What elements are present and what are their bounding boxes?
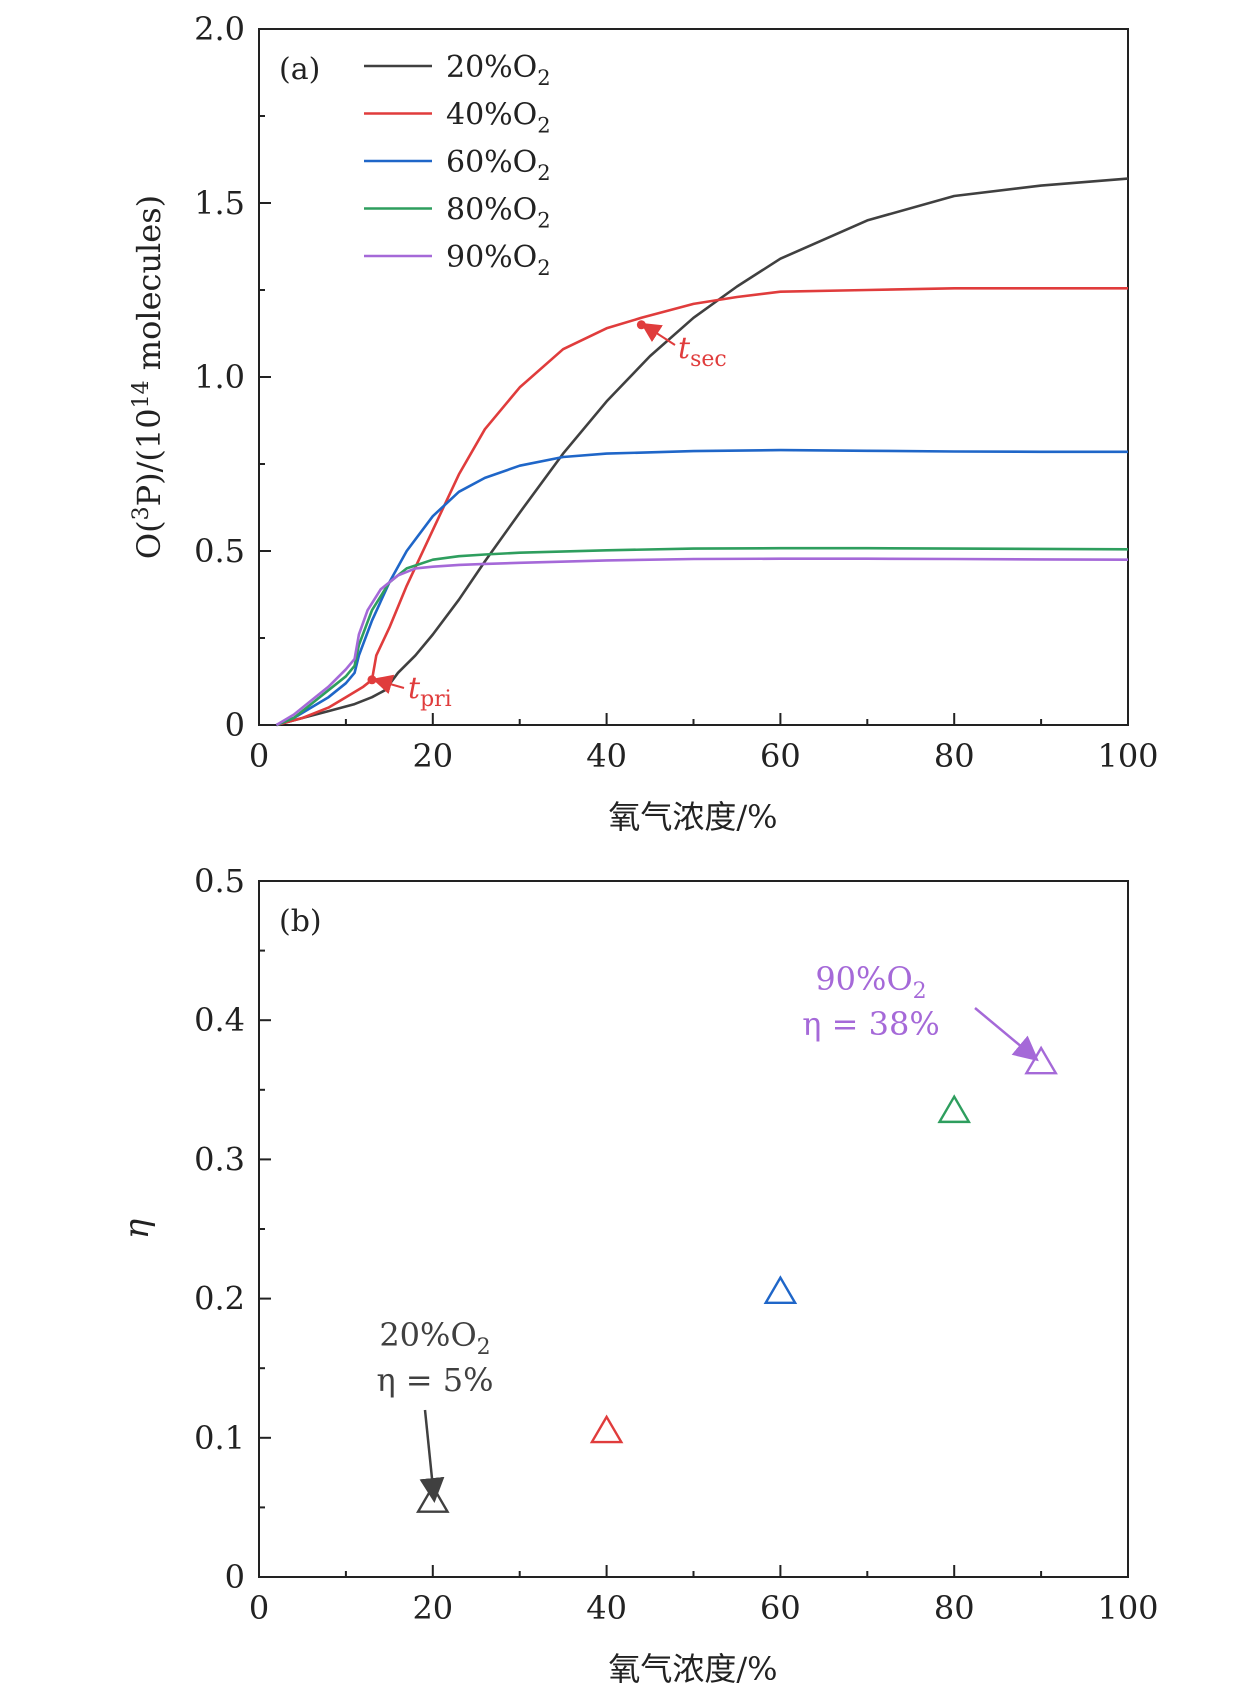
series-line-1 — [276, 177, 1129, 727]
panel-b-ytick-label: 0.3 — [194, 1140, 245, 1178]
panel-b-plot-frame — [258, 880, 1129, 1578]
panel-b-xtick-label: 60 — [760, 1589, 801, 1627]
tpri-label: tpri — [408, 671, 452, 712]
panel-a-annotations: tpri tsec — [372, 322, 727, 712]
scatter-point-3 — [763, 1275, 798, 1305]
ann90-arrow — [974, 1007, 1039, 1062]
panel-a-xtick-label: 40 — [586, 737, 627, 775]
legend-label-3: 60%O2 — [446, 145, 551, 185]
ann20-line2: η = 5% — [376, 1361, 493, 1399]
panel-a-ytick-label: 1.0 — [194, 358, 245, 396]
ann90-line1: 90%O2 — [815, 960, 926, 1004]
panel-b-xtick-label: 100 — [1097, 1589, 1158, 1627]
ann20-arrow — [419, 1409, 445, 1503]
legend-label-4: 80%O2 — [446, 193, 551, 233]
panel-a-xtick-label: 80 — [934, 737, 975, 775]
scatter-point-2 — [589, 1414, 624, 1444]
scatter-point-5 — [1024, 1045, 1058, 1075]
legend-label-1: 20%O2 — [446, 50, 551, 90]
series-line-4 — [275, 546, 1129, 727]
panel-a-ytick-label: 2.0 — [194, 10, 245, 48]
panel-a-ytick-label: 0.5 — [194, 532, 245, 570]
panel-b-ylabel: η — [117, 1218, 157, 1239]
panel-b-scatter-chart: 0 20 40 60 80 100 0 0.1 0.2 0.3 0.4 0.5 (b) 20%O2 η… — [117, 862, 1159, 1688]
panel-b-ytick-label: 0.4 — [194, 1001, 245, 1039]
panel-b-xtick-label: 20 — [412, 1589, 453, 1627]
panel-b-xtick-label: 80 — [934, 1589, 975, 1627]
ann20-line1: 20%O2 — [379, 1316, 490, 1360]
series-line-2 — [276, 287, 1128, 727]
panel-b-xtick-label: 0 — [249, 1589, 269, 1627]
panel-b-xtick-label: 40 — [586, 1589, 627, 1627]
series-line-3 — [275, 448, 1128, 727]
panel-b-ytick-label: 0.5 — [194, 862, 245, 900]
panel-a-ytick-label: 0 — [225, 706, 245, 744]
panel-b-ytick-label: 0 — [225, 1558, 245, 1596]
panel-a-xlabel: 氧气浓度/% — [608, 798, 777, 836]
panel-a-xtick-label: 20 — [412, 737, 453, 775]
panel-a-xtick-label: 0 — [249, 737, 269, 775]
tsec-label: tsec — [678, 331, 727, 372]
scatter-point-4 — [937, 1094, 971, 1124]
tsec-arrow — [640, 322, 676, 346]
ann90-line2: η = 38% — [802, 1005, 939, 1043]
panel-b-label: (b) — [279, 904, 322, 939]
panel-b-ticks: 0 20 40 60 80 100 0 0.1 0.2 0.3 0.4 0.5 — [194, 862, 1158, 1627]
panel-a-xtick-label: 60 — [760, 737, 801, 775]
panel-a-label: (a) — [279, 52, 320, 87]
panel-a-ytick-label: 1.5 — [194, 184, 245, 222]
panel-b-annotations: 20%O2 η = 5% 90%O2 η = 38% — [376, 960, 1039, 1503]
panel-a-ticks: 0 20 40 60 80 100 0 0.5 1.0 1.5 2.0 — [194, 10, 1158, 775]
panel-b-ytick-label: 0.2 — [194, 1280, 245, 1318]
panel-a-ylabel: O(3P)/(1014 molecules) — [129, 195, 168, 559]
panel-a-plot-frame — [258, 28, 1129, 726]
panel-a-line-chart: 0 20 40 60 80 100 0 0.5 1.0 1.5 2.0 (a) 20%O2 40%O2… — [129, 10, 1159, 836]
panel-a-series — [275, 177, 1129, 727]
panel-b-points — [416, 1045, 1058, 1513]
tpri-marker — [367, 675, 377, 685]
panel-b-xlabel: 氧气浓度/% — [608, 1650, 777, 1688]
panel-a-legend: (a) 20%O2 40%O2 60%O2 80%O2 90%O2 — [279, 50, 551, 280]
legend-label-5: 90%O2 — [446, 240, 551, 280]
legend-label-2: 40%O2 — [446, 98, 551, 138]
series-line-5 — [275, 557, 1129, 727]
panel-b-ytick-label: 0.1 — [194, 1419, 245, 1457]
panel-a-xtick-label: 100 — [1097, 737, 1158, 775]
tpri-arrow — [372, 674, 405, 695]
